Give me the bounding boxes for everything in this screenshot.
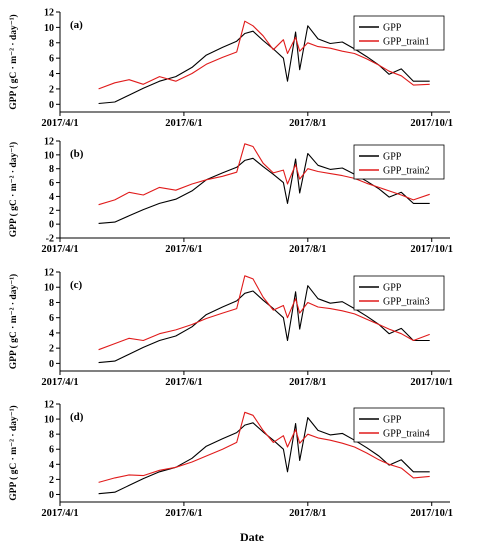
- y-tick-label: 10: [44, 415, 54, 426]
- x-tick-label: 2017/8/1: [289, 508, 326, 519]
- x-tick-label: 2017/10/1: [410, 377, 453, 388]
- y-axis-title: GPP ( gC · m⁻² · day⁻¹): [8, 142, 19, 237]
- x-axis-title: Date: [240, 530, 265, 544]
- x-tick-label: 2017/6/1: [165, 244, 202, 255]
- y-tick-label: 4: [49, 328, 54, 339]
- y-tick-label: 0: [49, 220, 54, 231]
- chart-panel: 0 2 4 6 8 10 12 2017/4/1 2017/6/1 2017/8/1 2017/10…: [8, 8, 453, 130]
- y-tick-label: 0: [49, 100, 54, 111]
- legend-entry: GPP: [383, 415, 402, 426]
- series-line-train: [98, 411, 430, 483]
- y-tick-label: 4: [49, 69, 54, 80]
- chart-panel: 0 2 4 6 8 10 12 2017/4/1 2017/6/1 2017/8/1 2017/10…: [8, 400, 453, 520]
- legend: GPP GPP_train2: [353, 144, 445, 180]
- legend: GPP GPP_train3: [353, 275, 445, 311]
- x-tick-label: 2017/8/1: [289, 244, 326, 255]
- y-tick-label: 10: [44, 23, 54, 34]
- y-tick-label: 10: [44, 150, 54, 161]
- y-tick-label: 8: [49, 164, 54, 175]
- y-tick-label: 12: [44, 137, 54, 148]
- y-tick-label: 10: [44, 283, 54, 294]
- x-tick-label: 2017/4/1: [41, 377, 78, 388]
- panel-label: (d): [70, 411, 84, 423]
- y-tick-label: 6: [49, 445, 54, 456]
- panel-label: (a): [70, 19, 83, 31]
- y-axis-title: GPP ( gC · m⁻² · day⁻¹): [8, 274, 19, 369]
- x-tick-label: 2017/6/1: [165, 118, 202, 129]
- x-tick-label: 2017/6/1: [165, 508, 202, 519]
- y-tick-label: 8: [49, 430, 54, 441]
- chart-panel: -2 0 2 4 6 8 10 12 2017/4/1 2017/6/1 2017/8/1 2017/…: [8, 137, 453, 256]
- y-tick-label: 12: [44, 8, 54, 19]
- y-tick-label: 12: [44, 268, 54, 279]
- legend-box: [353, 275, 445, 311]
- series-line-train: [98, 143, 430, 206]
- series-line-gpp: [98, 25, 430, 105]
- panel-label: (b): [70, 148, 84, 160]
- y-tick-label: 2: [49, 84, 54, 95]
- y-tick-label: 2: [49, 475, 54, 486]
- x-tick-label: 2017/4/1: [41, 118, 78, 129]
- legend-entry: GPP: [383, 23, 402, 34]
- y-axis-title: GPP ( gC · m⁻² · day⁻¹): [8, 405, 19, 500]
- legend-box: [353, 407, 445, 443]
- x-tick-label: 2017/8/1: [289, 118, 326, 129]
- y-tick-label: 6: [49, 54, 54, 65]
- y-tick-label: 8: [49, 298, 54, 309]
- legend-entry: GPP_train3: [383, 297, 430, 308]
- series-line-train: [98, 275, 430, 351]
- x-tick-label: 2017/6/1: [165, 377, 202, 388]
- series-line-train: [98, 20, 430, 90]
- panel-label: (c): [70, 279, 83, 291]
- panels: 0 2 4 6 8 10 12 2017/4/1 2017/6/1 2017/8/1 2017/10…: [8, 8, 453, 520]
- y-tick-label: 12: [44, 400, 54, 411]
- series-line-gpp: [98, 152, 430, 224]
- legend-entry: GPP: [383, 283, 402, 294]
- chart-panel: 0 2 4 6 8 10 12 2017/4/1 2017/6/1 2017/8/1 2017/10…: [8, 268, 453, 389]
- y-tick-label: 8: [49, 38, 54, 49]
- y-tick-label: 0: [49, 490, 54, 501]
- legend-box: [353, 15, 445, 51]
- legend-entry: GPP_train1: [383, 37, 430, 48]
- y-tick-label: -2: [46, 234, 54, 245]
- legend: GPP GPP_train1: [353, 15, 445, 51]
- y-tick-label: 2: [49, 344, 54, 355]
- y-tick-label: 6: [49, 178, 54, 189]
- x-tick-label: 2017/10/1: [410, 508, 453, 519]
- y-tick-label: 6: [49, 313, 54, 324]
- legend-entry: GPP: [383, 152, 402, 163]
- legend: GPP GPP_train4: [353, 407, 445, 443]
- x-tick-label: 2017/10/1: [410, 244, 453, 255]
- y-tick-label: 4: [49, 460, 54, 471]
- y-tick-label: 0: [49, 359, 54, 370]
- x-tick-label: 2017/4/1: [41, 244, 78, 255]
- legend-box: [353, 144, 445, 180]
- y-tick-label: 4: [49, 192, 54, 203]
- x-tick-label: 2017/8/1: [289, 377, 326, 388]
- series-line-gpp: [98, 285, 430, 364]
- x-tick-label: 2017/10/1: [410, 118, 453, 129]
- legend-entry: GPP_train4: [383, 429, 430, 440]
- y-axis-title: GPP ( gC · m⁻² · day⁻¹): [8, 14, 19, 109]
- x-tick-label: 2017/4/1: [41, 508, 78, 519]
- y-tick-label: 2: [49, 206, 54, 217]
- legend-entry: GPP_train2: [383, 166, 430, 177]
